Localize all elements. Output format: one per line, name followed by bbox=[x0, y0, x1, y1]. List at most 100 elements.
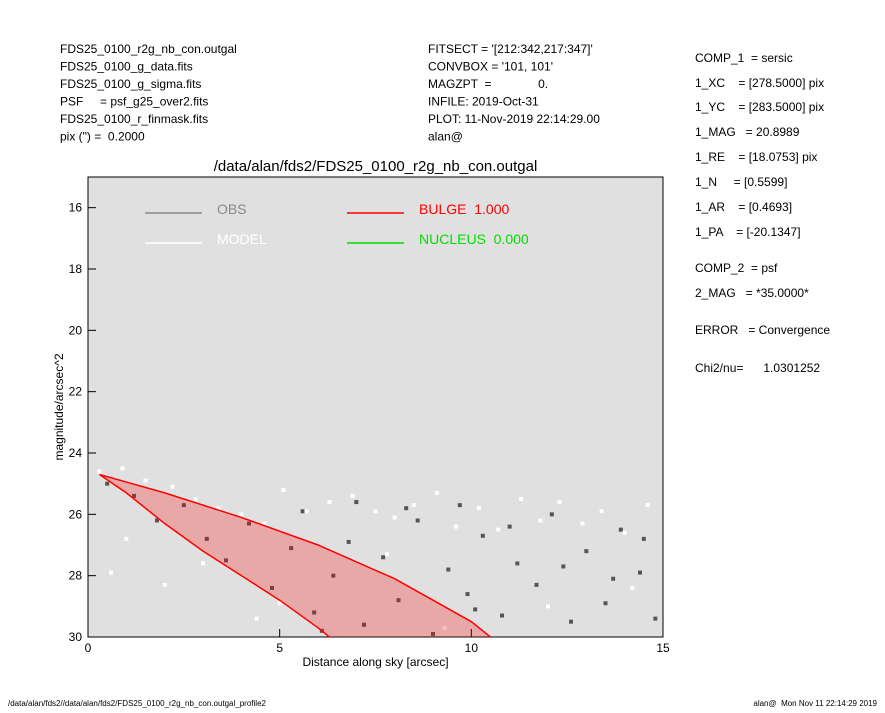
bulge-edge-inner bbox=[99, 473, 330, 638]
data-point bbox=[569, 619, 573, 624]
data-point bbox=[538, 518, 543, 523]
info-line: COMP_2 = psf bbox=[695, 261, 778, 275]
data-point bbox=[239, 512, 244, 517]
header-middle-line: FITSECT = '[212:342,217:347]' bbox=[428, 42, 593, 56]
data-point bbox=[216, 506, 221, 511]
data-point bbox=[289, 546, 294, 551]
header-middle-line: PLOT: 11-Nov-2019 22:14:29.00 bbox=[428, 112, 600, 126]
data-point bbox=[254, 616, 259, 621]
legend-label: MODEL bbox=[217, 231, 267, 247]
footer-left: /data/alan/fds2//data/alan/fds2/FDS25_01… bbox=[8, 699, 267, 708]
plot-area bbox=[87, 176, 664, 638]
data-point bbox=[277, 601, 282, 606]
data-point bbox=[622, 530, 627, 535]
data-point bbox=[618, 527, 623, 532]
bulge-edge-outer bbox=[99, 473, 491, 638]
y-tick-label: 20 bbox=[69, 323, 83, 337]
legend-label: OBS bbox=[217, 201, 247, 217]
header-left-line: pix (") = 0.2000 bbox=[60, 130, 145, 144]
data-point bbox=[534, 582, 539, 587]
data-point bbox=[641, 536, 646, 541]
data-point bbox=[300, 509, 305, 514]
y-tick-label: 16 bbox=[69, 201, 83, 215]
data-point bbox=[434, 490, 439, 495]
data-point bbox=[262, 521, 267, 526]
data-point bbox=[327, 500, 332, 505]
data-point bbox=[653, 616, 658, 621]
data-point bbox=[120, 466, 125, 471]
data-point bbox=[507, 524, 512, 529]
info-line: 1_N = [0.5599] bbox=[695, 175, 787, 189]
x-axis-label: Distance along sky [arcsec] bbox=[302, 655, 448, 669]
y-tick-label: 28 bbox=[69, 569, 83, 583]
chart-title: /data/alan/fds2/FDS25_0100_r2g_nb_con.ou… bbox=[214, 158, 538, 175]
data-point bbox=[546, 604, 550, 609]
data-point bbox=[557, 500, 562, 505]
data-point bbox=[354, 500, 359, 505]
data-point bbox=[143, 478, 148, 483]
data-point bbox=[603, 601, 608, 606]
data-point bbox=[561, 564, 566, 569]
data-point bbox=[181, 503, 186, 508]
info-line: 1_RE = [18.0753] pix bbox=[695, 150, 817, 164]
data-point bbox=[124, 536, 129, 541]
data-point bbox=[193, 497, 198, 501]
data-point bbox=[404, 506, 409, 511]
data-point bbox=[109, 570, 113, 575]
data-point bbox=[477, 506, 481, 511]
data-point bbox=[247, 521, 251, 526]
data-point bbox=[270, 585, 274, 590]
data-point bbox=[304, 509, 309, 514]
data-point bbox=[454, 524, 458, 529]
header-middle-line: alan@ bbox=[428, 130, 463, 144]
y-axis-label: magnitude/arcsec^2 bbox=[52, 353, 66, 460]
data-point bbox=[224, 558, 228, 563]
data-point bbox=[630, 585, 635, 590]
data-point bbox=[480, 533, 485, 538]
data-point bbox=[97, 469, 102, 474]
info-line: 2_MAG = *35.0000* bbox=[695, 286, 809, 300]
info-line: Chi2/nu= 1.0301252 bbox=[695, 361, 820, 375]
footer-right: alan@ Mon Nov 11 22:14:29 2019 bbox=[753, 699, 877, 708]
data-point bbox=[281, 487, 286, 492]
data-point bbox=[162, 582, 167, 587]
data-point bbox=[312, 610, 317, 615]
info-line: COMP_1 = sersic bbox=[695, 51, 793, 65]
x-tick-label: 5 bbox=[276, 641, 283, 655]
header-left-line: FDS25_0100_g_data.fits bbox=[60, 60, 193, 74]
info-line: 1_XC = [278.5000] pix bbox=[695, 76, 824, 90]
data-point bbox=[580, 521, 585, 526]
data-point bbox=[331, 573, 336, 578]
y-tick-label: 30 bbox=[69, 630, 83, 644]
data-point bbox=[381, 555, 386, 560]
data-point bbox=[201, 561, 205, 566]
data-point bbox=[392, 515, 397, 520]
data-point bbox=[132, 493, 136, 498]
data-point bbox=[465, 592, 470, 597]
data-point bbox=[204, 536, 209, 541]
data-point bbox=[373, 509, 378, 514]
x-tick-label: 0 bbox=[85, 641, 92, 655]
y-tick-label: 24 bbox=[69, 446, 83, 460]
legend-label: BULGE 1.000 bbox=[419, 201, 509, 217]
y-tick-label: 18 bbox=[69, 262, 83, 276]
data-point bbox=[105, 481, 110, 486]
data-point bbox=[442, 625, 447, 630]
header-middle-line: CONVBOX = '101, 101' bbox=[428, 60, 553, 74]
bulge-band bbox=[99, 474, 491, 637]
data-point bbox=[611, 576, 616, 581]
info-line: 1_PA = [-20.1347] bbox=[695, 225, 801, 239]
data-point bbox=[519, 497, 524, 501]
x-tick-label: 10 bbox=[465, 641, 479, 655]
data-point bbox=[584, 549, 589, 554]
data-point bbox=[496, 527, 501, 532]
info-line: 1_YC = [283.5000] pix bbox=[695, 100, 824, 114]
data-point bbox=[457, 503, 462, 508]
data-point bbox=[500, 613, 504, 618]
data-point bbox=[473, 607, 478, 612]
data-point bbox=[446, 567, 451, 572]
info-line: 1_AR = [0.4693] bbox=[695, 200, 792, 214]
y-tick-label: 22 bbox=[69, 385, 83, 399]
header-left-line: FDS25_0100_g_sigma.fits bbox=[60, 77, 201, 91]
data-point bbox=[350, 493, 355, 498]
